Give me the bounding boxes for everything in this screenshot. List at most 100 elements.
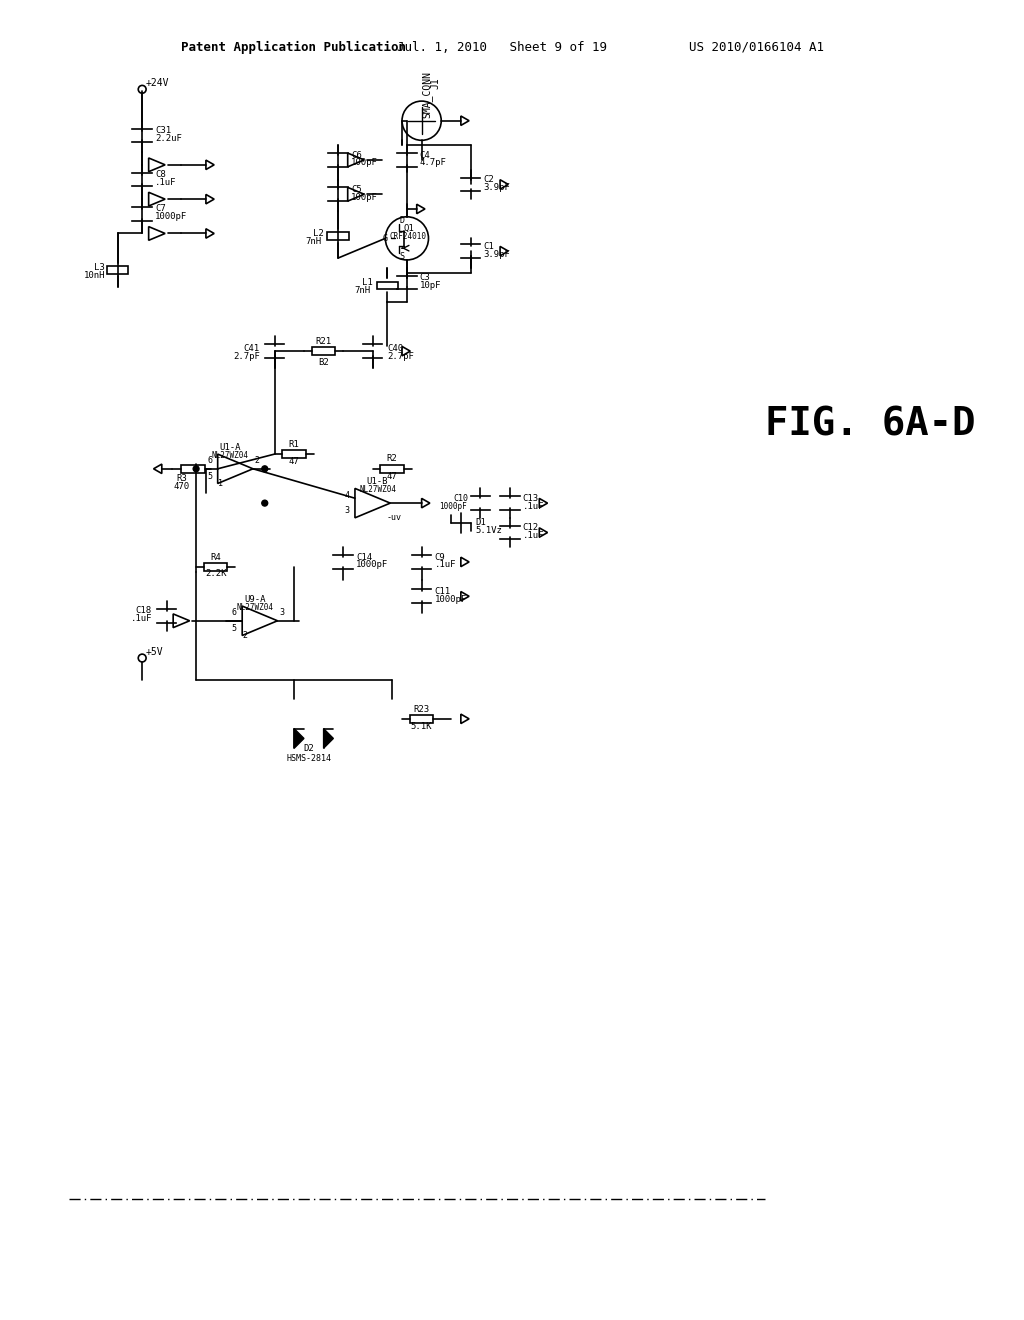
Text: 1000pF: 1000pF bbox=[155, 213, 187, 222]
Bar bbox=[377, 281, 398, 289]
Text: 470: 470 bbox=[173, 482, 189, 491]
Text: 5: 5 bbox=[207, 473, 212, 482]
Bar bbox=[204, 562, 227, 570]
Text: R23: R23 bbox=[414, 705, 430, 714]
Text: 5.1Vz: 5.1Vz bbox=[475, 527, 503, 535]
Text: R3: R3 bbox=[176, 474, 186, 483]
Text: L1: L1 bbox=[361, 279, 373, 286]
Text: 10pF: 10pF bbox=[420, 281, 441, 290]
Text: D1: D1 bbox=[475, 519, 486, 527]
Text: .1uF: .1uF bbox=[434, 561, 456, 569]
Text: 4: 4 bbox=[345, 491, 349, 500]
Text: B2: B2 bbox=[318, 359, 329, 367]
Text: 100pF: 100pF bbox=[351, 158, 378, 168]
Bar bbox=[410, 715, 433, 723]
Text: 2.7pF: 2.7pF bbox=[233, 351, 260, 360]
Text: J1: J1 bbox=[430, 78, 440, 90]
Text: U9-A: U9-A bbox=[244, 595, 265, 603]
Text: .1uF: .1uF bbox=[155, 178, 176, 187]
Text: R4: R4 bbox=[210, 553, 221, 561]
Text: HSMS-2814: HSMS-2814 bbox=[287, 754, 332, 763]
Text: SMA_CONN: SMA_CONN bbox=[421, 71, 432, 117]
Text: C13: C13 bbox=[522, 494, 539, 503]
Text: FIG. 6A-D: FIG. 6A-D bbox=[765, 405, 975, 444]
Polygon shape bbox=[324, 729, 334, 748]
Bar bbox=[381, 465, 404, 473]
Text: 47: 47 bbox=[387, 473, 397, 482]
Text: 2: 2 bbox=[254, 457, 259, 466]
Bar bbox=[328, 232, 349, 240]
Text: C10: C10 bbox=[454, 494, 469, 503]
Text: Patent Application Publication: Patent Application Publication bbox=[181, 41, 407, 54]
Text: C8: C8 bbox=[155, 170, 166, 180]
Text: R1: R1 bbox=[289, 440, 300, 449]
Text: C3: C3 bbox=[420, 273, 430, 282]
Bar bbox=[312, 347, 335, 355]
Text: 1: 1 bbox=[218, 479, 223, 488]
Text: 2.7pF: 2.7pF bbox=[387, 351, 414, 360]
Text: 3: 3 bbox=[345, 507, 349, 515]
Circle shape bbox=[262, 466, 267, 471]
Text: 5: 5 bbox=[231, 624, 237, 634]
Text: 6: 6 bbox=[207, 457, 212, 466]
Text: 6: 6 bbox=[231, 609, 237, 618]
Polygon shape bbox=[294, 729, 304, 748]
Text: 5.1K: 5.1K bbox=[411, 722, 432, 731]
Text: C7: C7 bbox=[155, 205, 166, 214]
Text: U1-A: U1-A bbox=[220, 442, 242, 451]
Text: C31: C31 bbox=[155, 125, 171, 135]
Text: 100pF: 100pF bbox=[351, 193, 378, 202]
Bar bbox=[181, 465, 205, 473]
Text: 3.9pF: 3.9pF bbox=[483, 183, 510, 191]
Bar bbox=[283, 450, 306, 458]
Text: NL27WZ04: NL27WZ04 bbox=[212, 450, 249, 459]
Text: D2: D2 bbox=[303, 743, 314, 752]
Text: C5: C5 bbox=[351, 185, 361, 194]
Text: 3.9pF: 3.9pF bbox=[483, 249, 510, 259]
Text: NL27WZ04: NL27WZ04 bbox=[237, 602, 273, 611]
Text: Jul. 1, 2010   Sheet 9 of 19: Jul. 1, 2010 Sheet 9 of 19 bbox=[397, 41, 607, 54]
Circle shape bbox=[262, 500, 267, 506]
Text: C18: C18 bbox=[136, 606, 152, 615]
Text: 2.2uF: 2.2uF bbox=[155, 133, 182, 143]
Text: L3: L3 bbox=[94, 263, 104, 272]
Text: 1000pF: 1000pF bbox=[356, 561, 388, 569]
Text: +24V: +24V bbox=[145, 78, 169, 88]
Bar bbox=[106, 265, 128, 273]
Text: 47: 47 bbox=[289, 458, 300, 466]
Text: C40: C40 bbox=[387, 343, 403, 352]
Text: C11: C11 bbox=[434, 587, 451, 595]
Text: -uv: -uv bbox=[387, 513, 401, 523]
Text: 10nH: 10nH bbox=[83, 271, 104, 280]
Text: .1uF: .1uF bbox=[522, 502, 544, 511]
Text: 7nH: 7nH bbox=[354, 286, 371, 294]
Text: NL27WZ04: NL27WZ04 bbox=[359, 484, 396, 494]
Text: CRF24010: CRF24010 bbox=[389, 232, 426, 242]
Text: C4: C4 bbox=[420, 150, 430, 160]
Text: .1uF: .1uF bbox=[522, 531, 544, 540]
Text: C6: C6 bbox=[351, 150, 361, 160]
Text: Q1: Q1 bbox=[403, 224, 415, 234]
Text: 1000pF: 1000pF bbox=[434, 595, 467, 603]
Text: 4.7pF: 4.7pF bbox=[420, 158, 446, 168]
Text: 7nH: 7nH bbox=[305, 236, 322, 246]
Text: S: S bbox=[399, 252, 404, 260]
Text: L2: L2 bbox=[312, 228, 324, 238]
Text: G: G bbox=[383, 234, 388, 243]
Text: +5V: +5V bbox=[145, 647, 163, 657]
Text: 3: 3 bbox=[279, 609, 284, 618]
Circle shape bbox=[194, 466, 199, 471]
Text: C1: C1 bbox=[483, 242, 495, 251]
Text: C9: C9 bbox=[434, 553, 445, 561]
Text: 1000pF: 1000pF bbox=[439, 502, 467, 511]
Text: U1-B: U1-B bbox=[367, 477, 388, 486]
Text: C14: C14 bbox=[356, 553, 372, 561]
Text: 2: 2 bbox=[243, 631, 248, 640]
Text: C2: C2 bbox=[483, 176, 495, 183]
Text: C41: C41 bbox=[244, 343, 260, 352]
Text: R21: R21 bbox=[315, 337, 332, 346]
Text: 2.2K: 2.2K bbox=[205, 569, 226, 578]
Text: US 2010/0166104 A1: US 2010/0166104 A1 bbox=[689, 41, 823, 54]
Text: R2: R2 bbox=[387, 454, 397, 463]
Text: D: D bbox=[399, 216, 404, 226]
